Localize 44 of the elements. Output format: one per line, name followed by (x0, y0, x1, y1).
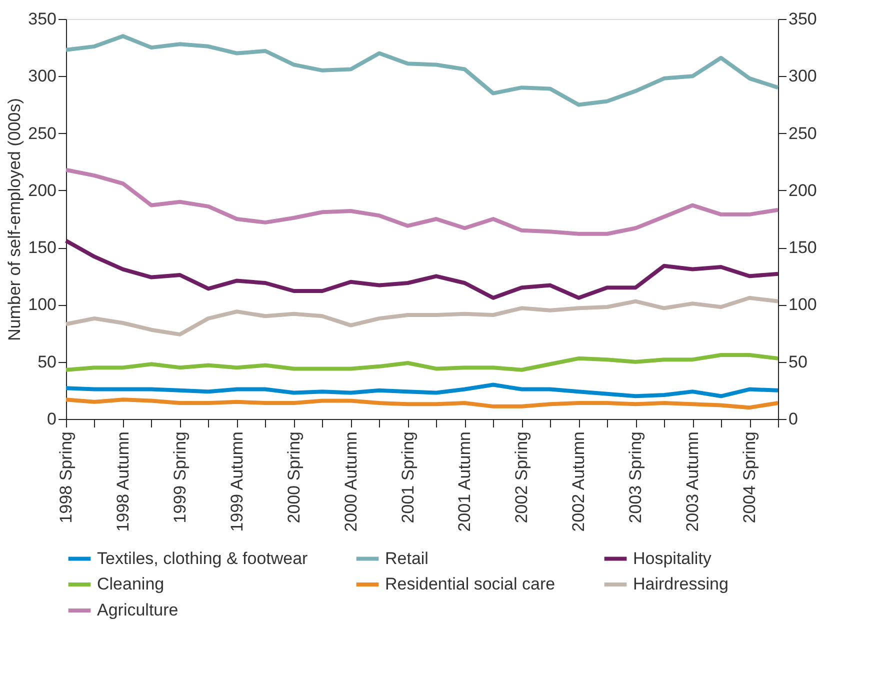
y-axis-title: Number of self-employed (000s) (5, 98, 24, 341)
x-tick-label: 1998 Spring (56, 432, 76, 524)
legend-label: Textiles, clothing & footwear (97, 548, 308, 568)
y-tick-label: 100 (28, 295, 56, 314)
y-tick-label: 250 (28, 124, 56, 143)
x-tick-label: 1999 Spring (170, 432, 190, 524)
x-tick-label: 2001 Autumn (455, 432, 474, 532)
y2-tick-label: 50 (788, 352, 808, 372)
legend-label: Agriculture (97, 600, 178, 620)
y-tick-label: 350 (28, 10, 56, 28)
y-tick-label: 300 (28, 66, 56, 86)
legend-label: Residential social care (385, 574, 556, 594)
line-series (64, 398, 780, 410)
y-tick-label: 150 (28, 238, 56, 258)
y2-tick-label: 0 (788, 410, 798, 428)
y2-tick-label: 100 (788, 295, 817, 314)
line-series (64, 382, 780, 398)
line-series (64, 353, 780, 372)
x-tick-label: 2000 Spring (284, 432, 304, 524)
y-tick-label: 200 (28, 180, 56, 200)
x-tick-label: 2000 Autumn (341, 432, 360, 532)
x-tick-label: 2003 Spring (626, 432, 646, 524)
legend-label: Hospitality (633, 548, 712, 568)
y-tick-label: 50 (38, 352, 56, 372)
legend-label: Cleaning (97, 574, 164, 594)
y2-tick-label: 150 (788, 238, 817, 258)
legend-label: Hairdressing (633, 574, 728, 594)
x-tick-label: 1999 Autumn (227, 432, 246, 532)
x-tick-label: 1998 Autumn (113, 432, 132, 532)
line-series (64, 238, 780, 300)
y2-tick-label: 300 (788, 66, 817, 86)
legend-label: Retail (385, 548, 428, 568)
y2-tick-label: 350 (788, 10, 817, 28)
x-tick-label: 2002 Autumn (569, 432, 588, 532)
line-series (64, 34, 780, 107)
x-tick-label: 2001 Spring (398, 432, 418, 524)
x-tick-label: 2002 Spring (512, 432, 532, 524)
x-tick-label: 2003 Autumn (683, 432, 702, 532)
line-series (64, 168, 780, 236)
y-tick-label: 0 (47, 410, 56, 428)
y2-tick-label: 200 (788, 180, 817, 200)
line-series (64, 296, 780, 336)
x-tick-label: 2004 Spring (740, 432, 760, 524)
y2-tick-label: 250 (788, 124, 817, 143)
